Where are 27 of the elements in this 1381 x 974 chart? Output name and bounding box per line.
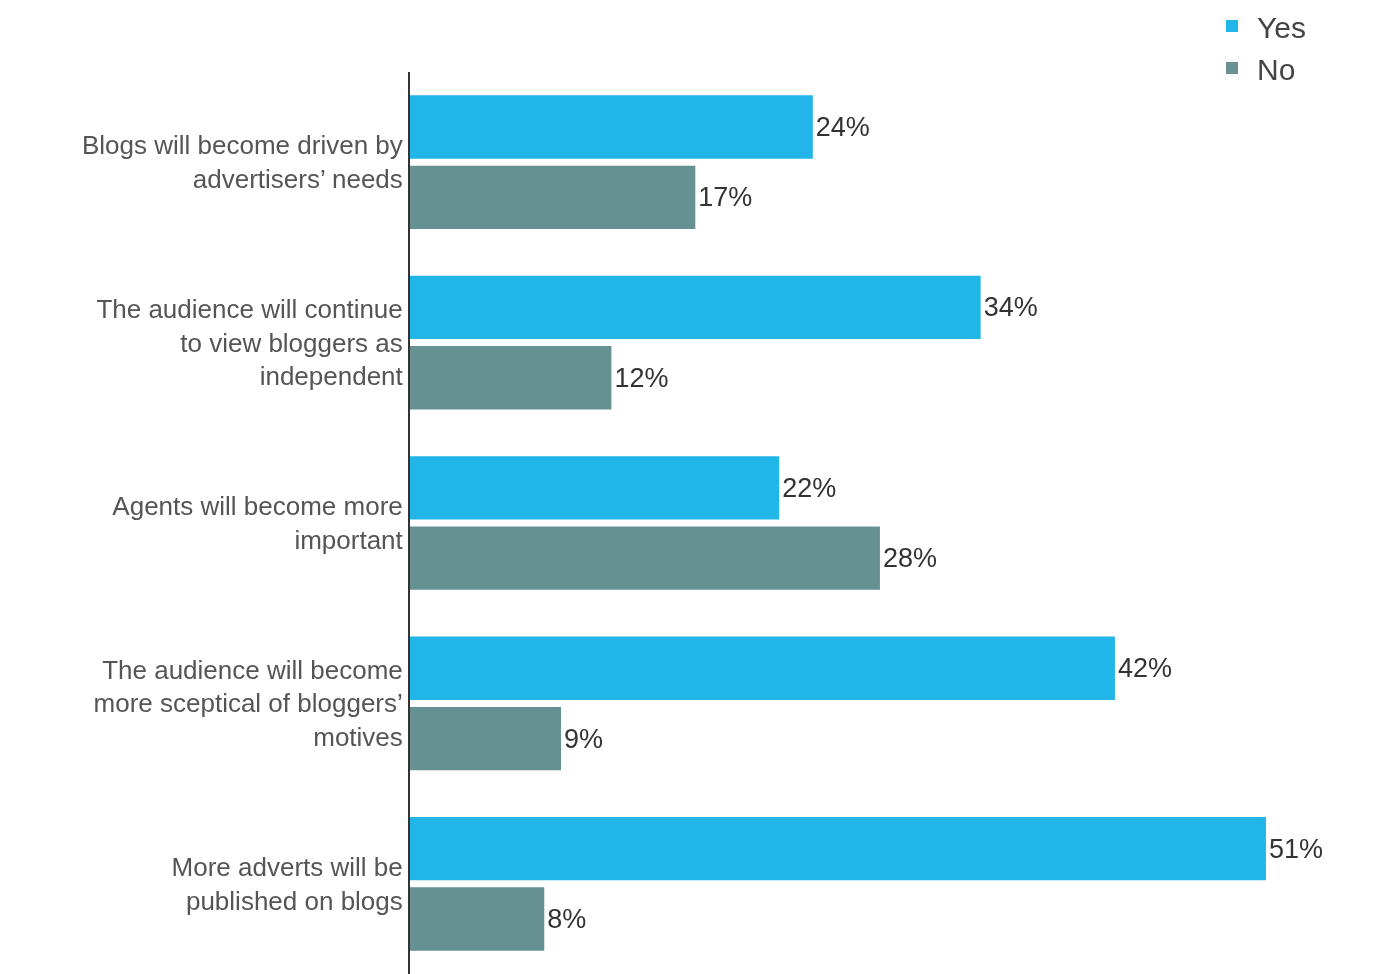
data-label: 34% xyxy=(983,292,1038,323)
legend-label: No xyxy=(1257,52,1296,86)
bar xyxy=(410,887,545,951)
y-tick-label: Blogs will become driven by advertisers’ needs xyxy=(81,130,403,195)
bar xyxy=(410,706,562,771)
bar xyxy=(410,526,880,590)
data-label: 12% xyxy=(614,362,669,393)
bar xyxy=(410,456,780,520)
y-tick-label: The audience will continue to view bloggers as independent xyxy=(96,293,404,392)
legend-label: Yes xyxy=(1257,10,1306,44)
data-label: 28% xyxy=(882,543,937,574)
data-label: 51% xyxy=(1268,833,1323,864)
data-label: 42% xyxy=(1117,653,1172,684)
bar xyxy=(410,816,1266,881)
bar xyxy=(410,636,1115,700)
data-label: 8% xyxy=(547,903,587,934)
y-tick-label: The audience will become more sceptical of bloggers’ motives xyxy=(93,654,403,753)
data-label: 17% xyxy=(698,182,753,213)
bar xyxy=(410,95,813,159)
data-label: 9% xyxy=(564,723,604,754)
y-tick-label: More adverts will be published on blogs xyxy=(171,852,403,916)
bar xyxy=(410,346,612,410)
bar xyxy=(410,275,981,340)
y-tick-label: Agents will become more important xyxy=(112,491,404,555)
data-label: 22% xyxy=(782,472,837,503)
bar xyxy=(410,165,696,230)
data-label: 24% xyxy=(815,112,870,143)
